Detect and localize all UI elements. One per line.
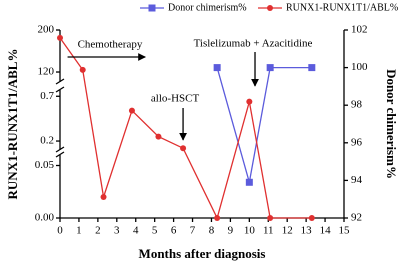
y2-tick-label: 96 — [351, 136, 363, 148]
y2-tick-label: 94 — [351, 174, 363, 186]
axis-break — [55, 151, 65, 158]
marker — [308, 64, 316, 72]
y-tick-label: 0.00 — [35, 212, 55, 224]
x-tick-label: 0 — [57, 225, 63, 237]
x-tick-label: 8 — [209, 225, 215, 237]
x-tick-label: 14 — [320, 225, 332, 237]
x-tick-label: 9 — [228, 225, 234, 237]
marker — [79, 66, 86, 73]
annotation: allo-HSCT — [151, 93, 200, 105]
axis-break — [55, 86, 65, 93]
y2-tick-label: 102 — [351, 24, 368, 36]
marker — [308, 215, 315, 221]
x-tick-label: 1 — [76, 225, 82, 237]
x-tick-label: 7 — [190, 225, 196, 237]
annotation: Chemotherapy — [78, 39, 143, 51]
marker — [57, 34, 63, 41]
x-tick-label: 4 — [133, 225, 139, 237]
y-tick-label: 200 — [38, 24, 55, 36]
marker — [100, 194, 107, 200]
marker — [213, 64, 221, 72]
y-axis-label: RUNX1-RUNX1T1/ABL% — [5, 49, 20, 200]
series-line — [216, 66, 312, 183]
marker — [128, 107, 135, 114]
marker — [267, 215, 274, 221]
x-tick-label: 3 — [114, 225, 120, 237]
legend-label: RUNX1-RUNX1T1/ABL% — [286, 2, 398, 13]
x-tick-label: 11 — [263, 225, 274, 237]
y-tick-label: 120 — [38, 66, 55, 78]
marker — [246, 98, 253, 105]
x-tick-label: 5 — [152, 225, 158, 237]
x-tick-label: 10 — [244, 225, 256, 237]
y2-tick-label: 92 — [351, 212, 362, 224]
x-axis-label: Months after diagnosis — [139, 246, 266, 261]
y-tick-label: 0.7 — [40, 90, 54, 102]
legend-marker — [267, 5, 273, 11]
legend-label: Donor chimerism% — [168, 2, 247, 13]
axis-break — [55, 78, 65, 85]
y2-tick-label: 100 — [351, 61, 368, 73]
x-tick-label: 15 — [339, 225, 351, 237]
x-tick-label: 12 — [282, 225, 293, 237]
x-tick-label: 13 — [301, 225, 313, 237]
x-tick-label: 6 — [171, 225, 177, 237]
marker — [214, 215, 221, 221]
y-tick-label: 0.2 — [40, 135, 54, 147]
marker — [266, 64, 274, 72]
y2-tick-label: 98 — [351, 99, 363, 111]
series-line — [59, 37, 312, 220]
marker — [180, 145, 187, 152]
annotation: Tislelizumab + Azacitidine — [194, 38, 313, 50]
y-tick-label: 0.05 — [35, 159, 55, 171]
marker — [155, 133, 162, 140]
marker — [245, 178, 253, 186]
legend-marker — [148, 4, 156, 12]
axis-break — [55, 146, 65, 153]
x-tick-label: 2 — [95, 225, 101, 237]
y2-axis-label: Donor chimerism% — [384, 69, 399, 179]
